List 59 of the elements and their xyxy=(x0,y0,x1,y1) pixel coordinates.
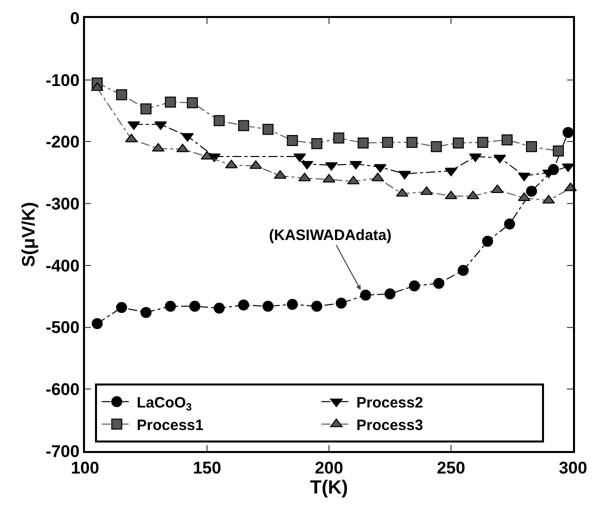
point xyxy=(406,136,418,148)
legend-label: Process1 xyxy=(136,416,204,434)
point xyxy=(311,300,322,312)
y-tick-label: -200 xyxy=(46,132,80,152)
point xyxy=(214,302,225,314)
point xyxy=(140,306,152,318)
point xyxy=(238,300,250,311)
point xyxy=(164,300,176,312)
point xyxy=(262,300,274,312)
point xyxy=(311,138,322,150)
annotation: (KASIWADAdata) xyxy=(269,227,392,244)
legend-label: Process3 xyxy=(356,416,424,434)
x-tick-label: 150 xyxy=(192,458,222,478)
point xyxy=(526,141,538,152)
point xyxy=(358,137,369,148)
point xyxy=(286,134,298,146)
point xyxy=(336,298,347,309)
y-tick-label: -600 xyxy=(46,380,80,400)
x-tick-label: 300 xyxy=(558,458,588,478)
point xyxy=(116,89,128,100)
legend-label: LaCoO$_{3}$ xyxy=(136,394,192,414)
point xyxy=(482,236,494,247)
y-tick-label: -400 xyxy=(46,256,80,276)
point xyxy=(430,141,442,152)
point xyxy=(552,145,564,156)
point xyxy=(526,186,538,197)
point xyxy=(286,298,298,310)
point xyxy=(140,103,152,114)
point xyxy=(116,302,128,313)
y-axis-title: S(μV/K) xyxy=(18,202,38,268)
point xyxy=(214,115,225,126)
point xyxy=(186,97,198,108)
point xyxy=(384,288,396,300)
x-tick-label: 100 xyxy=(70,458,100,478)
point xyxy=(458,264,469,276)
point xyxy=(238,120,250,132)
x-tick-label: 250 xyxy=(436,458,466,478)
legend-label: Process2 xyxy=(356,394,424,412)
point xyxy=(164,96,176,108)
point xyxy=(408,280,420,292)
point xyxy=(189,300,200,312)
x-axis-title: T(K) xyxy=(310,478,348,499)
point xyxy=(452,137,464,148)
point xyxy=(433,278,444,289)
x-tick-label: 200 xyxy=(314,458,344,478)
point xyxy=(382,136,394,148)
point xyxy=(360,290,372,301)
point xyxy=(477,136,488,148)
y-tick-label: -300 xyxy=(46,194,80,214)
point xyxy=(92,318,103,330)
y-tick-label: -500 xyxy=(46,318,80,338)
point xyxy=(333,132,344,144)
point xyxy=(504,218,516,230)
point xyxy=(502,134,513,146)
point xyxy=(562,126,574,138)
y-tick-label: 0 xyxy=(70,8,80,28)
y-tick-label: -700 xyxy=(46,442,80,461)
point xyxy=(262,124,274,135)
y-tick-label: -100 xyxy=(46,70,80,90)
